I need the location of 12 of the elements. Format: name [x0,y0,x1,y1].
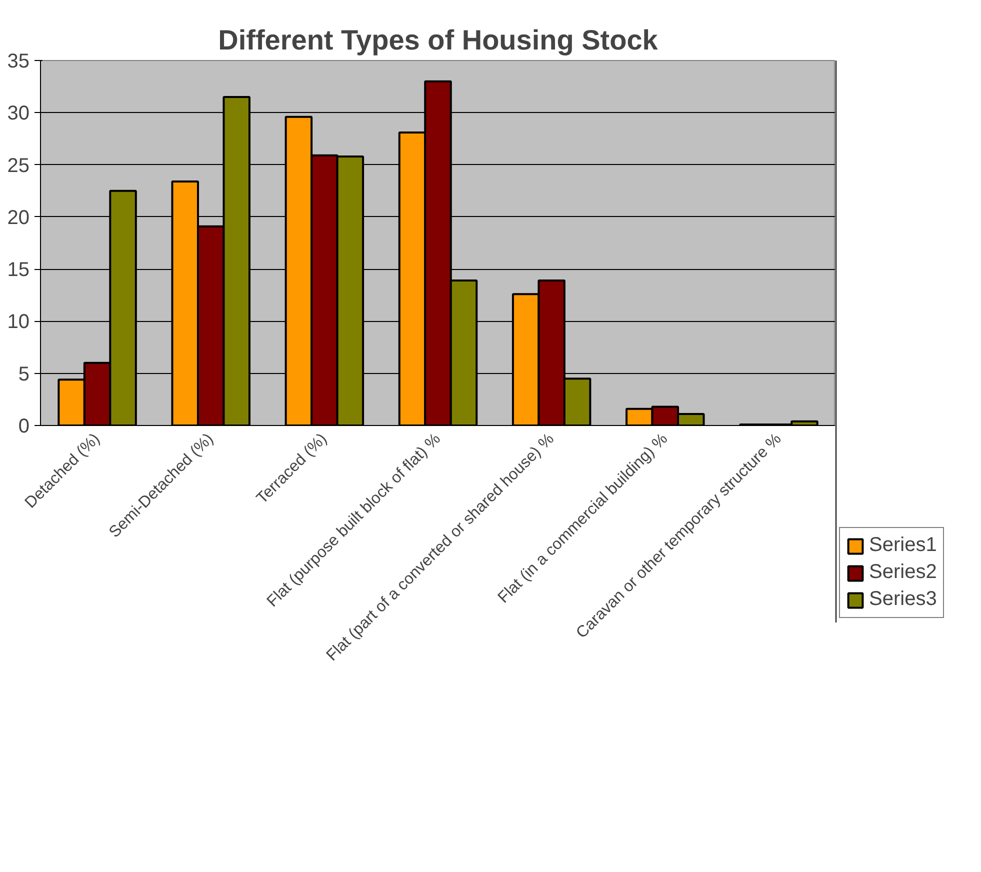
y-tick-label: 20 [7,206,30,229]
y-tick-label: 25 [7,154,30,177]
y-tick-label: 15 [7,259,30,282]
y-tick-label: 5 [18,363,30,386]
y-tick-label: 30 [7,102,30,125]
legend-label: Series1 [869,534,937,557]
legend-label: Series3 [869,588,937,611]
chart-title: Different Types of Housing Stock [218,24,658,56]
y-tick-label: 0 [18,416,30,438]
legend-label: Series2 [869,561,937,584]
y-tick-label: 10 [7,311,30,334]
y-tick-label: 35 [7,50,30,72]
